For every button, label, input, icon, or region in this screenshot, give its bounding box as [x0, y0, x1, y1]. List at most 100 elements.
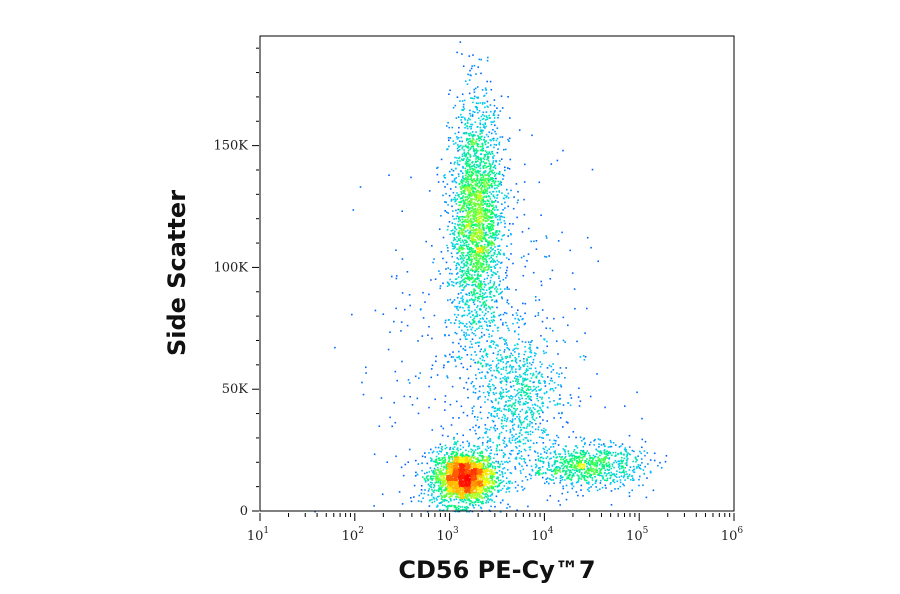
event-point — [452, 170, 455, 172]
event-point — [508, 490, 511, 493]
event-point — [471, 460, 473, 462]
event-point — [461, 260, 463, 263]
event-point — [469, 340, 472, 343]
event-point — [477, 282, 480, 285]
event-point — [454, 505, 456, 508]
event-point — [466, 494, 469, 496]
event-point — [459, 444, 462, 447]
event-point — [480, 136, 482, 138]
event-point — [482, 267, 485, 270]
event-point — [474, 289, 477, 292]
event-point — [471, 179, 474, 181]
event-point — [445, 201, 447, 204]
event-point — [452, 493, 455, 495]
event-point — [500, 215, 502, 218]
event-point — [457, 216, 460, 219]
event-point — [465, 496, 468, 499]
event-point — [473, 193, 475, 196]
event-point — [459, 493, 462, 495]
event-point — [480, 286, 483, 289]
event-point — [439, 462, 441, 464]
event-point — [480, 497, 483, 499]
event-point — [487, 215, 490, 217]
event-point — [444, 447, 447, 450]
event-point — [463, 178, 465, 180]
event-point — [485, 125, 487, 128]
event-point — [440, 476, 442, 478]
event-point — [465, 261, 467, 264]
event-point — [499, 160, 501, 162]
event-point — [477, 284, 479, 287]
event-point — [456, 464, 458, 467]
event-point — [468, 467, 471, 470]
event-point — [428, 471, 431, 473]
event-point — [468, 251, 471, 253]
event-point — [503, 485, 506, 487]
event-point — [450, 453, 452, 456]
event-point — [416, 473, 419, 476]
event-point — [467, 248, 469, 250]
event-point — [487, 179, 489, 182]
event-point — [447, 492, 449, 495]
event-point — [493, 143, 496, 146]
event-point — [480, 211, 482, 214]
event-point — [448, 477, 451, 480]
event-point — [504, 169, 506, 172]
event-point — [478, 139, 481, 142]
event-point — [441, 481, 444, 483]
event-point — [488, 229, 490, 232]
event-point — [459, 489, 462, 492]
event-point — [466, 225, 469, 227]
event-point — [446, 499, 448, 502]
event-point — [487, 226, 489, 228]
event-point — [477, 199, 480, 202]
event-point — [509, 480, 512, 483]
event-point — [463, 287, 465, 289]
event-point — [485, 213, 488, 216]
event-point — [453, 261, 456, 263]
event-point — [499, 212, 502, 215]
event-point — [468, 259, 471, 262]
event-point — [479, 321, 482, 324]
event-point — [477, 480, 480, 483]
event-point — [465, 159, 468, 162]
event-point — [488, 171, 490, 174]
event-point — [491, 484, 493, 487]
event-point — [469, 189, 472, 191]
event-point — [461, 233, 463, 236]
event-point — [496, 300, 498, 303]
event-point — [481, 371, 483, 374]
event-point — [477, 416, 479, 418]
event-point — [465, 155, 467, 158]
event-point — [448, 194, 451, 197]
event-point — [464, 123, 466, 126]
event-point — [467, 163, 469, 165]
event-point — [464, 220, 467, 223]
event-point — [481, 252, 484, 255]
event-point — [486, 481, 489, 483]
event-point — [532, 271, 535, 274]
event-point — [465, 177, 467, 179]
event-point — [435, 479, 438, 482]
event-point — [437, 479, 440, 481]
event-point — [479, 252, 481, 254]
event-point — [463, 234, 466, 236]
event-point — [470, 323, 473, 326]
event-point — [471, 268, 473, 270]
event-point — [475, 489, 477, 492]
event-point — [522, 380, 524, 383]
event-point — [444, 444, 447, 447]
event-point — [431, 458, 433, 460]
event-point — [458, 468, 461, 470]
event-point — [473, 163, 476, 166]
event-point — [472, 481, 474, 483]
event-point — [497, 465, 499, 468]
event-point — [478, 327, 480, 329]
event-point — [452, 484, 455, 486]
event-point — [487, 155, 489, 158]
event-point — [484, 238, 487, 240]
event-point — [453, 466, 455, 468]
event-point — [493, 259, 495, 262]
event-point — [491, 285, 494, 288]
event-point — [479, 238, 481, 240]
